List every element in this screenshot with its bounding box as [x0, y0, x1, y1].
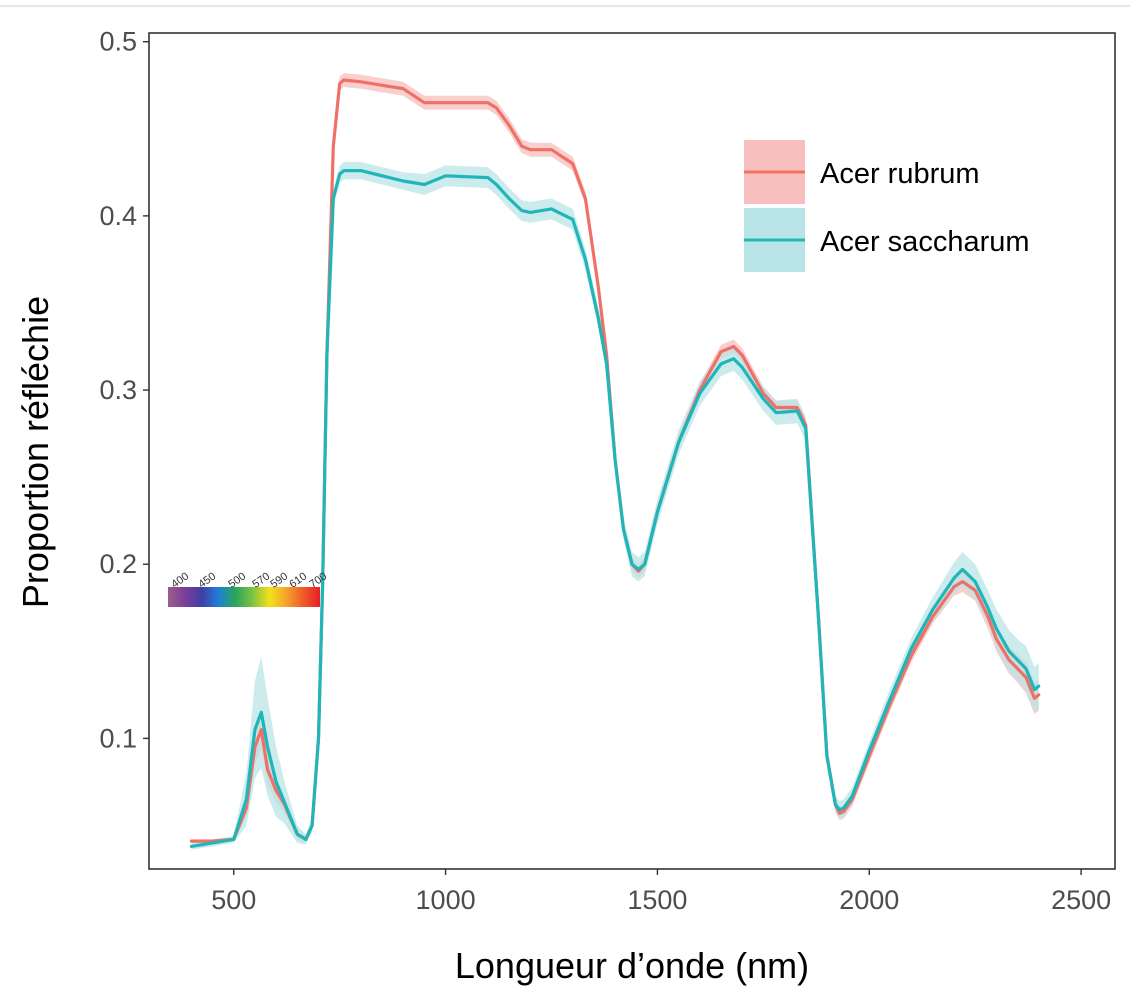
- series-lines: [189, 78, 1041, 849]
- y-axis: 0.1 0.2 0.3 0.4 0.5: [99, 27, 149, 753]
- plot-panel-border: [148, 32, 1116, 870]
- x-axis: 500 1000 1500 2000 2500: [211, 869, 1111, 915]
- y-tick-label: 0.2: [99, 549, 137, 579]
- x-tick-label: 500: [211, 885, 256, 915]
- y-tick-label: 0.5: [99, 27, 137, 57]
- spectrum-color-bar: [168, 587, 320, 607]
- x-axis-title: Longueur d’onde (nm): [455, 945, 809, 986]
- legend-label-acer-saccharum: Acer saccharum: [820, 226, 1030, 258]
- x-tick-label: 2000: [839, 885, 899, 915]
- x-tick-label: 1500: [627, 885, 687, 915]
- y-axis-title: Proportion réfléchie: [15, 296, 56, 608]
- series-line-acer-saccharum: [189, 169, 1041, 849]
- legend-label-acer-rubrum: Acer rubrum: [820, 158, 980, 190]
- y-tick-label: 0.1: [99, 723, 137, 753]
- legend: Acer rubrum Acer saccharum: [744, 140, 1030, 272]
- y-tick-label: 0.4: [99, 201, 137, 231]
- x-tick-label: 2500: [1051, 885, 1111, 915]
- y-tick-label: 0.3: [99, 375, 137, 405]
- x-tick-label: 1000: [416, 885, 476, 915]
